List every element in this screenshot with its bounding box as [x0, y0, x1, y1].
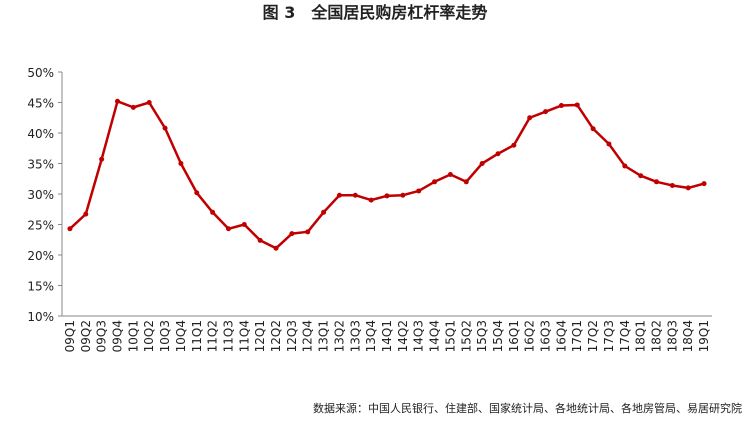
x-tick-label: 15Q2	[459, 320, 473, 352]
point	[511, 142, 517, 148]
point	[321, 209, 327, 215]
point	[352, 192, 358, 198]
point	[479, 161, 485, 166]
x-tick-label: 15Q3	[475, 320, 489, 352]
x-tick-label: 18Q1	[634, 320, 648, 352]
x-tick-label: 11Q1	[190, 320, 204, 352]
point	[606, 141, 612, 147]
x-tick-label: 11Q4	[237, 320, 251, 352]
point	[162, 125, 168, 131]
point	[384, 193, 390, 199]
point	[527, 115, 533, 121]
x-tick-label: 16Q2	[523, 320, 537, 352]
x-tick-label: 09Q2	[79, 320, 93, 352]
source-note: 数据来源：中国人民银行、住建部、国家统计局、各地统计局、各地房管局、易居研究院	[313, 401, 742, 415]
y-tick-label: 45%	[27, 97, 54, 111]
point	[336, 192, 342, 198]
point	[194, 190, 200, 196]
x-tick-label: 12Q3	[285, 320, 299, 352]
point	[654, 179, 660, 185]
x-tick-label: 16Q4	[554, 320, 568, 352]
point	[622, 163, 628, 169]
point	[305, 229, 311, 235]
point	[257, 237, 263, 243]
point	[574, 102, 580, 108]
point	[701, 181, 707, 187]
x-tick-label: 19Q1	[697, 320, 711, 352]
x-tick-label: 16Q1	[507, 320, 521, 352]
point	[225, 226, 231, 232]
y-tick-label: 40%	[27, 127, 54, 141]
point	[416, 188, 422, 194]
x-tick-label: 14Q3	[412, 320, 426, 352]
x-tick-label: 14Q2	[396, 320, 410, 352]
point	[558, 103, 564, 109]
x-tick-label: 12Q1	[253, 320, 267, 352]
chart-title: 图 3 全国居民购房杠杆率走势	[263, 3, 488, 22]
x-tick-label: 18Q3	[665, 320, 679, 352]
point	[685, 185, 691, 191]
x-tick-label: 17Q2	[586, 320, 600, 352]
x-tick-label: 10Q4	[174, 320, 188, 352]
x-tick-label: 10Q3	[158, 320, 172, 352]
x-tick-label: 17Q1	[570, 320, 584, 352]
point	[146, 100, 152, 105]
point	[447, 171, 453, 177]
x-tick-label: 09Q1	[63, 320, 77, 352]
x-tick-label: 13Q2	[332, 320, 346, 352]
x-tick-label: 14Q1	[380, 320, 394, 352]
x-tick-label: 09Q3	[95, 320, 109, 352]
y-tick-label: 10%	[27, 310, 54, 324]
point	[114, 98, 120, 104]
point	[638, 173, 644, 179]
y-tick-label: 35%	[27, 158, 54, 172]
x-tick-label: 11Q3	[221, 320, 235, 352]
x-tick-label: 18Q4	[681, 320, 695, 352]
point	[99, 156, 105, 162]
point	[463, 179, 469, 185]
y-tick-label: 15%	[27, 280, 54, 294]
x-tick-label: 12Q2	[269, 320, 283, 352]
x-tick-label: 10Q2	[142, 320, 156, 352]
x-tick-label: 13Q1	[317, 320, 331, 352]
x-tick-label: 09Q4	[110, 320, 124, 352]
point	[83, 211, 89, 217]
x-tick-label: 12Q4	[301, 320, 315, 352]
line-series	[69, 100, 705, 250]
point	[669, 182, 675, 188]
point	[289, 231, 295, 237]
point	[241, 222, 247, 227]
x-tick-label: 10Q1	[126, 320, 140, 352]
point	[432, 179, 438, 185]
point	[543, 109, 549, 115]
x-tick-label: 13Q4	[364, 320, 378, 352]
y-tick-label: 30%	[27, 188, 54, 202]
x-tick-label: 11Q2	[206, 320, 220, 352]
x-tick-label: 17Q3	[602, 320, 616, 352]
point	[67, 226, 73, 232]
y-tick-label: 25%	[27, 219, 54, 233]
point	[178, 161, 184, 166]
x-tick-label: 17Q4	[618, 320, 632, 352]
y-tick-label: 20%	[27, 249, 54, 263]
x-tick-label: 15Q4	[491, 320, 505, 352]
point	[273, 245, 279, 251]
x-tick-label: 14Q4	[428, 320, 442, 352]
x-tick-label: 15Q1	[443, 320, 457, 352]
point	[368, 197, 374, 203]
point	[495, 151, 501, 157]
point	[130, 104, 136, 110]
point	[210, 209, 216, 215]
x-tick-label: 16Q3	[539, 320, 553, 352]
x-tick-label: 13Q3	[348, 320, 362, 352]
x-tick-label: 18Q2	[650, 320, 664, 352]
y-tick-label: 50%	[27, 66, 54, 80]
point	[400, 192, 406, 198]
point	[590, 126, 596, 132]
